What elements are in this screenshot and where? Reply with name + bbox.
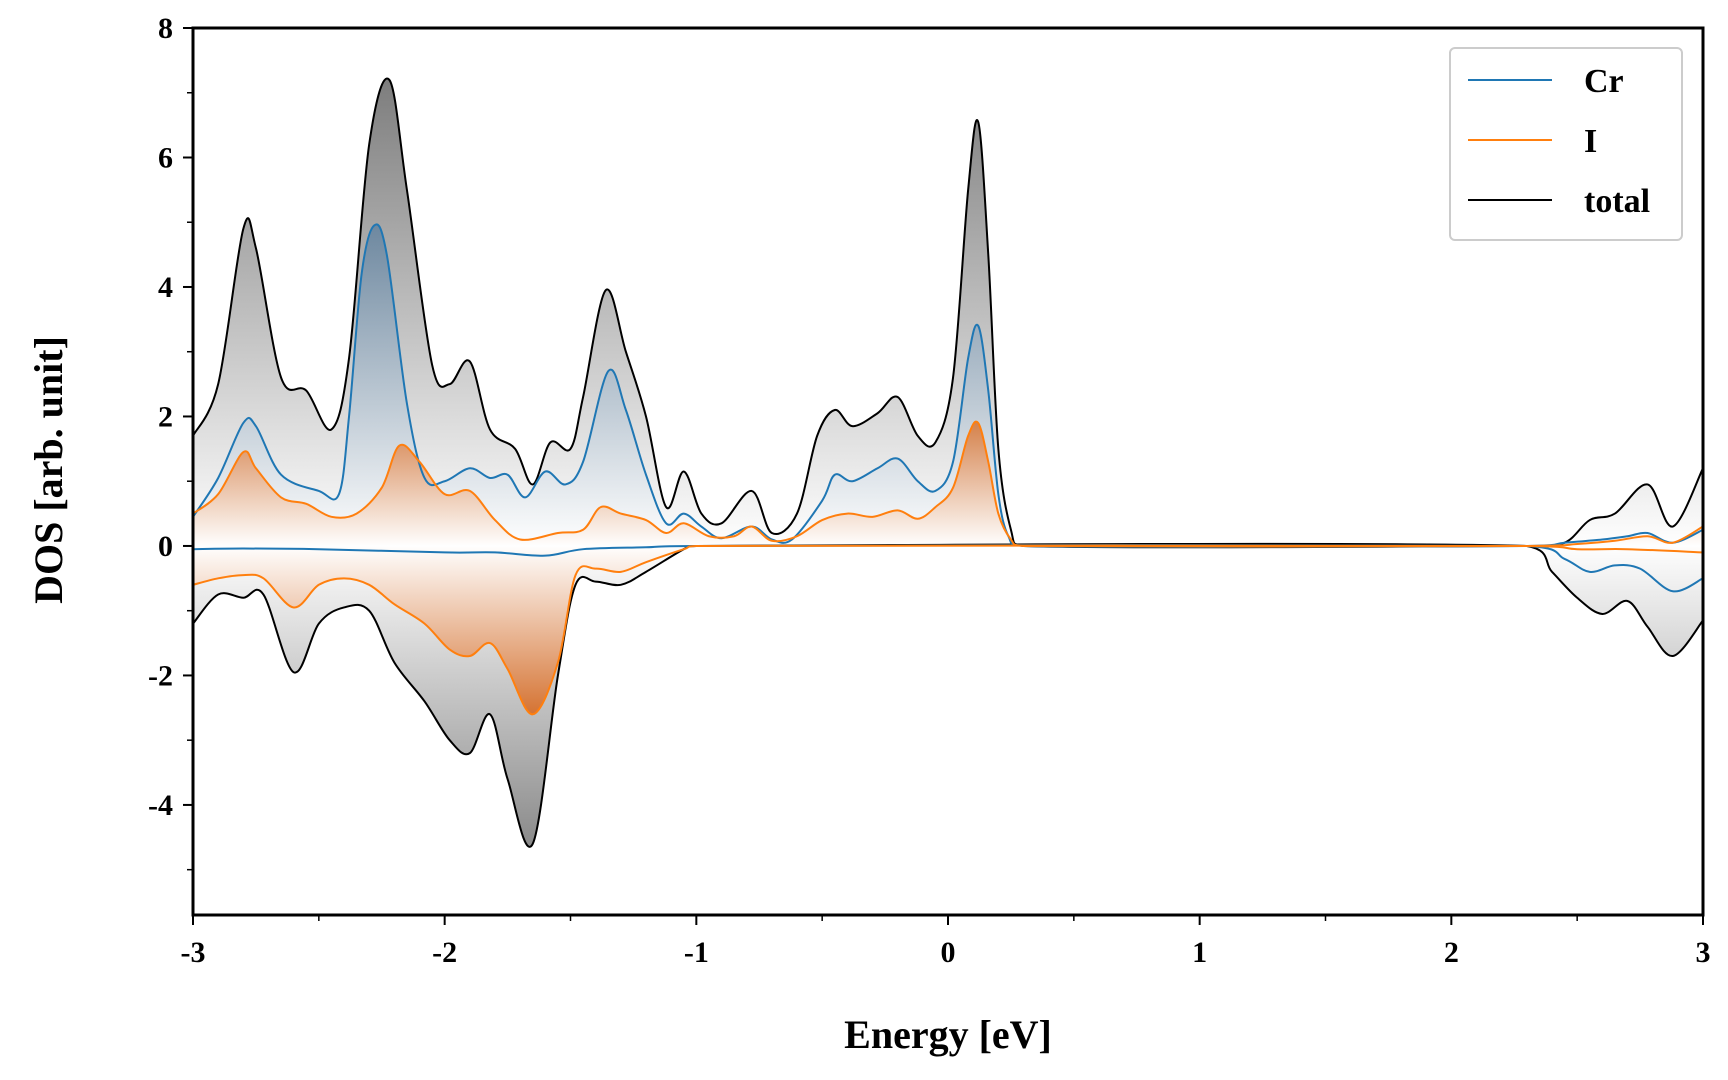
x-axis-title: Energy [eV] [844,1012,1052,1057]
legend: Cr I total [1449,47,1683,241]
legend-box [1449,47,1683,241]
x-tick-label: 3 [1696,936,1711,969]
line-cr-spin-up [193,223,1703,548]
dos-fills [193,78,1703,847]
x-tick-label: 2 [1444,936,1459,969]
x-tick-label: -2 [432,936,457,969]
dos-lines [193,77,1703,848]
legend-label-total: total [1584,183,1650,220]
y-axis-ticks: -4 -2 0 2 4 6 8 [148,12,193,871]
x-tick-label: 1 [1192,936,1207,969]
fill-i-spin-up [193,421,1703,547]
y-axis-title: DOS [arb. unit] [26,336,71,604]
y-tick-label: 2 [158,400,173,433]
line-i-spin-down [193,544,1703,716]
y-tick-label: 8 [158,12,173,45]
y-tick-label: 0 [158,530,173,563]
x-tick-label: -3 [181,936,206,969]
line-total-spin-up [193,77,1703,549]
y-tick-label: -4 [148,789,173,822]
fill-i-spin-down [193,545,1703,715]
x-tick-label: -1 [684,936,709,969]
y-tick-label: 4 [158,271,173,304]
y-tick-label: -2 [148,659,173,692]
legend-label-cr: Cr [1584,63,1624,100]
x-tick-label: 0 [941,936,956,969]
x-axis-ticks: -3 -2 -1 0 1 2 3 [181,915,1711,969]
line-total-spin-down [193,542,1703,848]
legend-label-i: I [1584,123,1597,160]
y-tick-label: 6 [158,141,173,174]
fill-cr-spin-up [193,224,1703,547]
